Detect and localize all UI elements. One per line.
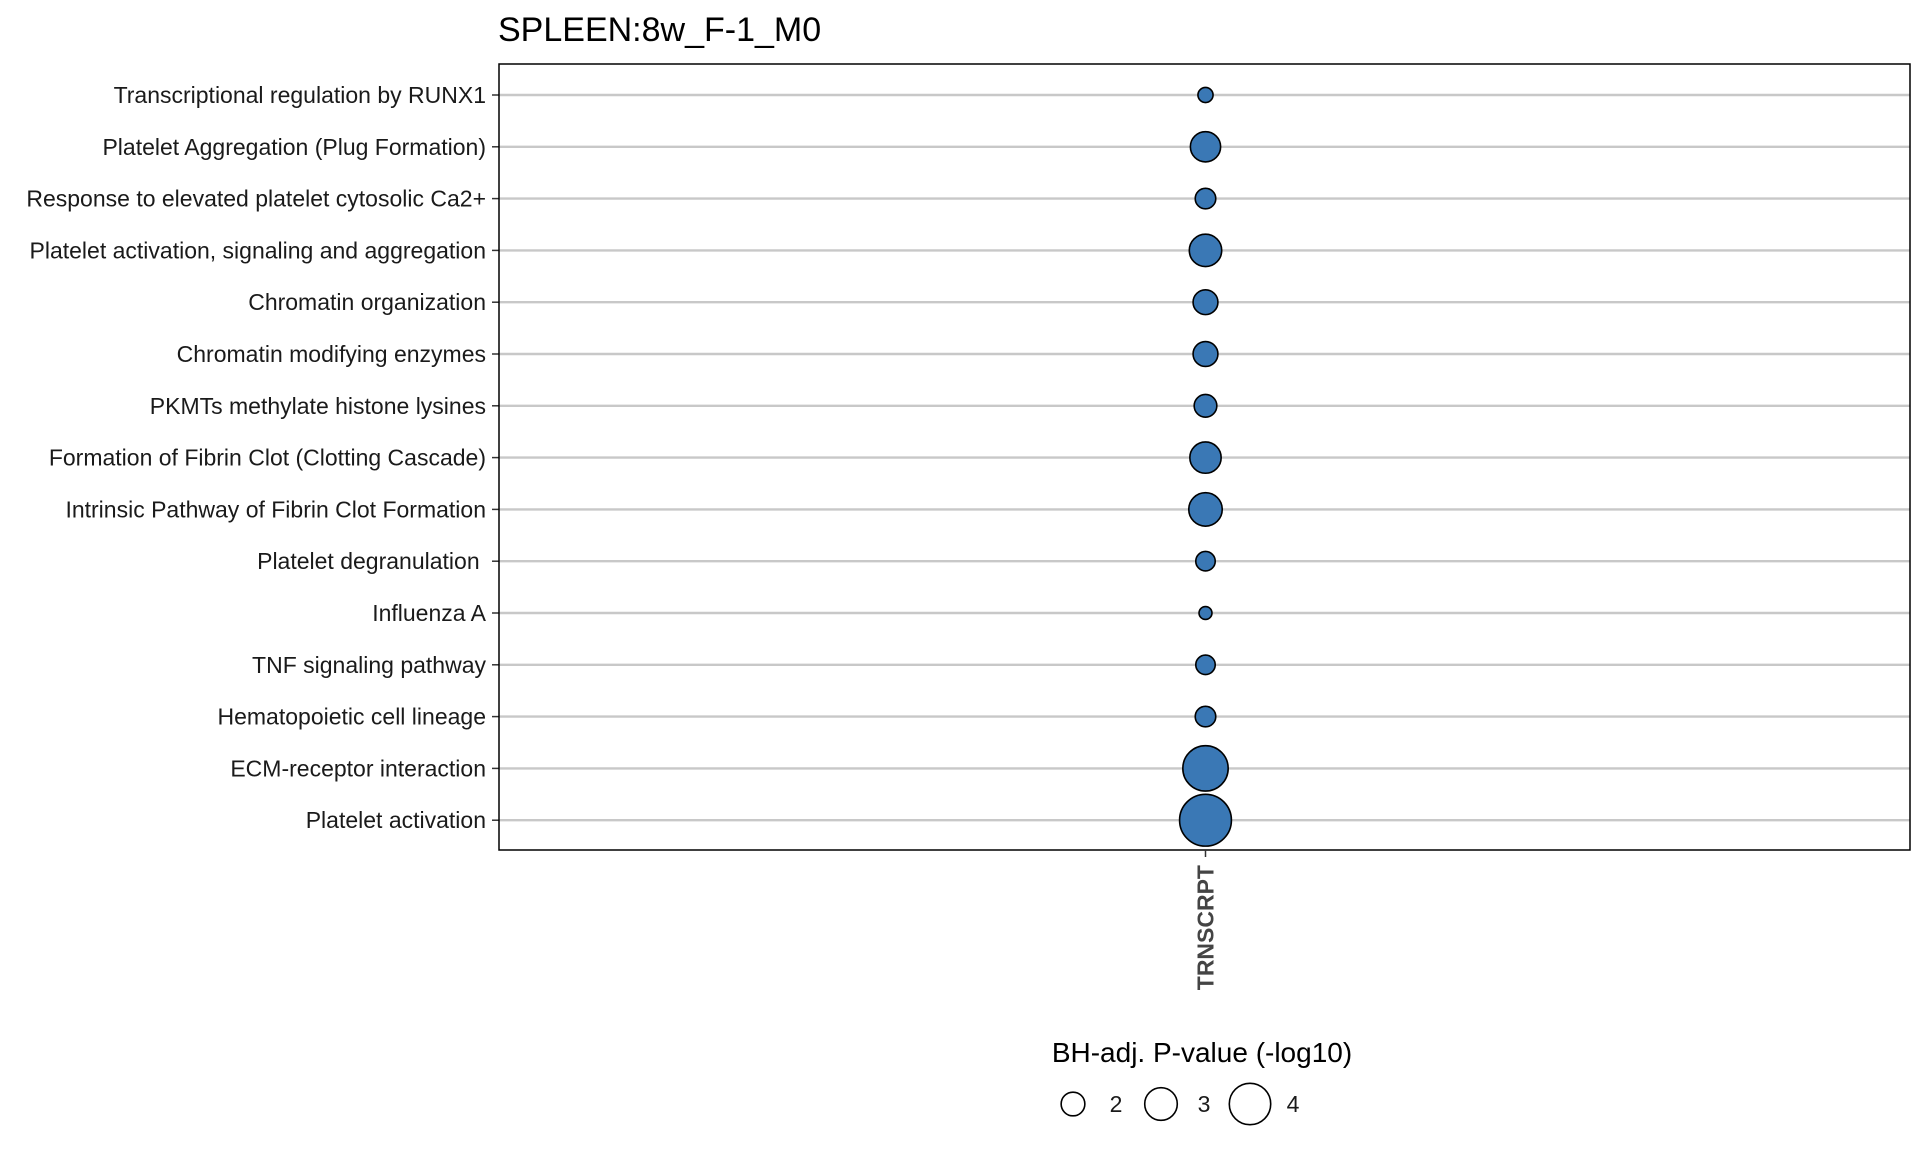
- data-point: [1198, 605, 1213, 621]
- y-tick-label: Platelet Aggregation (Plug Formation): [102, 134, 486, 160]
- legend-key: [1228, 1082, 1272, 1126]
- legend-label: 4: [1287, 1091, 1300, 1117]
- data-point: [1193, 393, 1218, 418]
- y-axis: Transcriptional regulation by RUNX1 Plate…: [26, 82, 499, 833]
- y-tick-label: Response to elevated platelet cytosolic …: [26, 186, 486, 212]
- y-tick-label: Formation of Fibrin Clot (Clotting Casca…: [49, 445, 486, 471]
- y-tick-label: Platelet activation: [306, 807, 486, 833]
- data-point: [1188, 233, 1223, 268]
- y-tick-label: Influenza A: [372, 600, 486, 626]
- y-tick-label: ECM-receptor interaction: [230, 755, 486, 781]
- data-point: [1182, 744, 1229, 792]
- data-point: [1189, 441, 1222, 475]
- y-tick-label: Hematopoietic cell lineage: [218, 704, 487, 730]
- data-point: [1192, 288, 1219, 316]
- data-point: [1194, 654, 1217, 676]
- data-point: [1194, 705, 1217, 728]
- x-tick-label: TRNSCRPT: [1193, 865, 1219, 990]
- legend-key: [1143, 1086, 1179, 1122]
- y-tick-label: Chromatin modifying enzymes: [177, 341, 486, 367]
- legend-key: [1060, 1091, 1086, 1117]
- point-layer: [1178, 86, 1233, 847]
- y-tick-label: Platelet activation, signaling and aggre…: [30, 237, 487, 263]
- y-tick-label: TNF signaling pathway: [252, 652, 486, 678]
- data-point: [1194, 187, 1217, 210]
- x-axis: TRNSCRPT: [1193, 850, 1219, 990]
- y-tick-label: Platelet degranulation: [257, 548, 486, 574]
- legend-title: BH-adj. P-value (-log10): [1052, 1037, 1352, 1068]
- size-legend: BH-adj. P-value (-log10) 2 3 4: [1052, 1037, 1352, 1126]
- data-point: [1192, 340, 1219, 368]
- data-point: [1194, 550, 1217, 572]
- chart-title: SPLEEN:8w_F-1_M0: [498, 11, 821, 49]
- y-tick-label: Chromatin organization: [248, 289, 486, 315]
- y-tick-label: Transcriptional regulation by RUNX1: [114, 82, 486, 108]
- data-point: [1197, 86, 1214, 104]
- legend-label: 3: [1198, 1091, 1211, 1117]
- panel-border: [498, 63, 1911, 851]
- data-point: [1189, 130, 1222, 163]
- y-tick-label: Intrinsic Pathway of Fibrin Clot Formati…: [65, 496, 486, 522]
- y-tick-label: PKMTs methylate histone lysines: [150, 393, 486, 419]
- data-point: [1187, 491, 1224, 527]
- legend-label: 2: [1110, 1091, 1123, 1117]
- data-point: [1178, 793, 1233, 847]
